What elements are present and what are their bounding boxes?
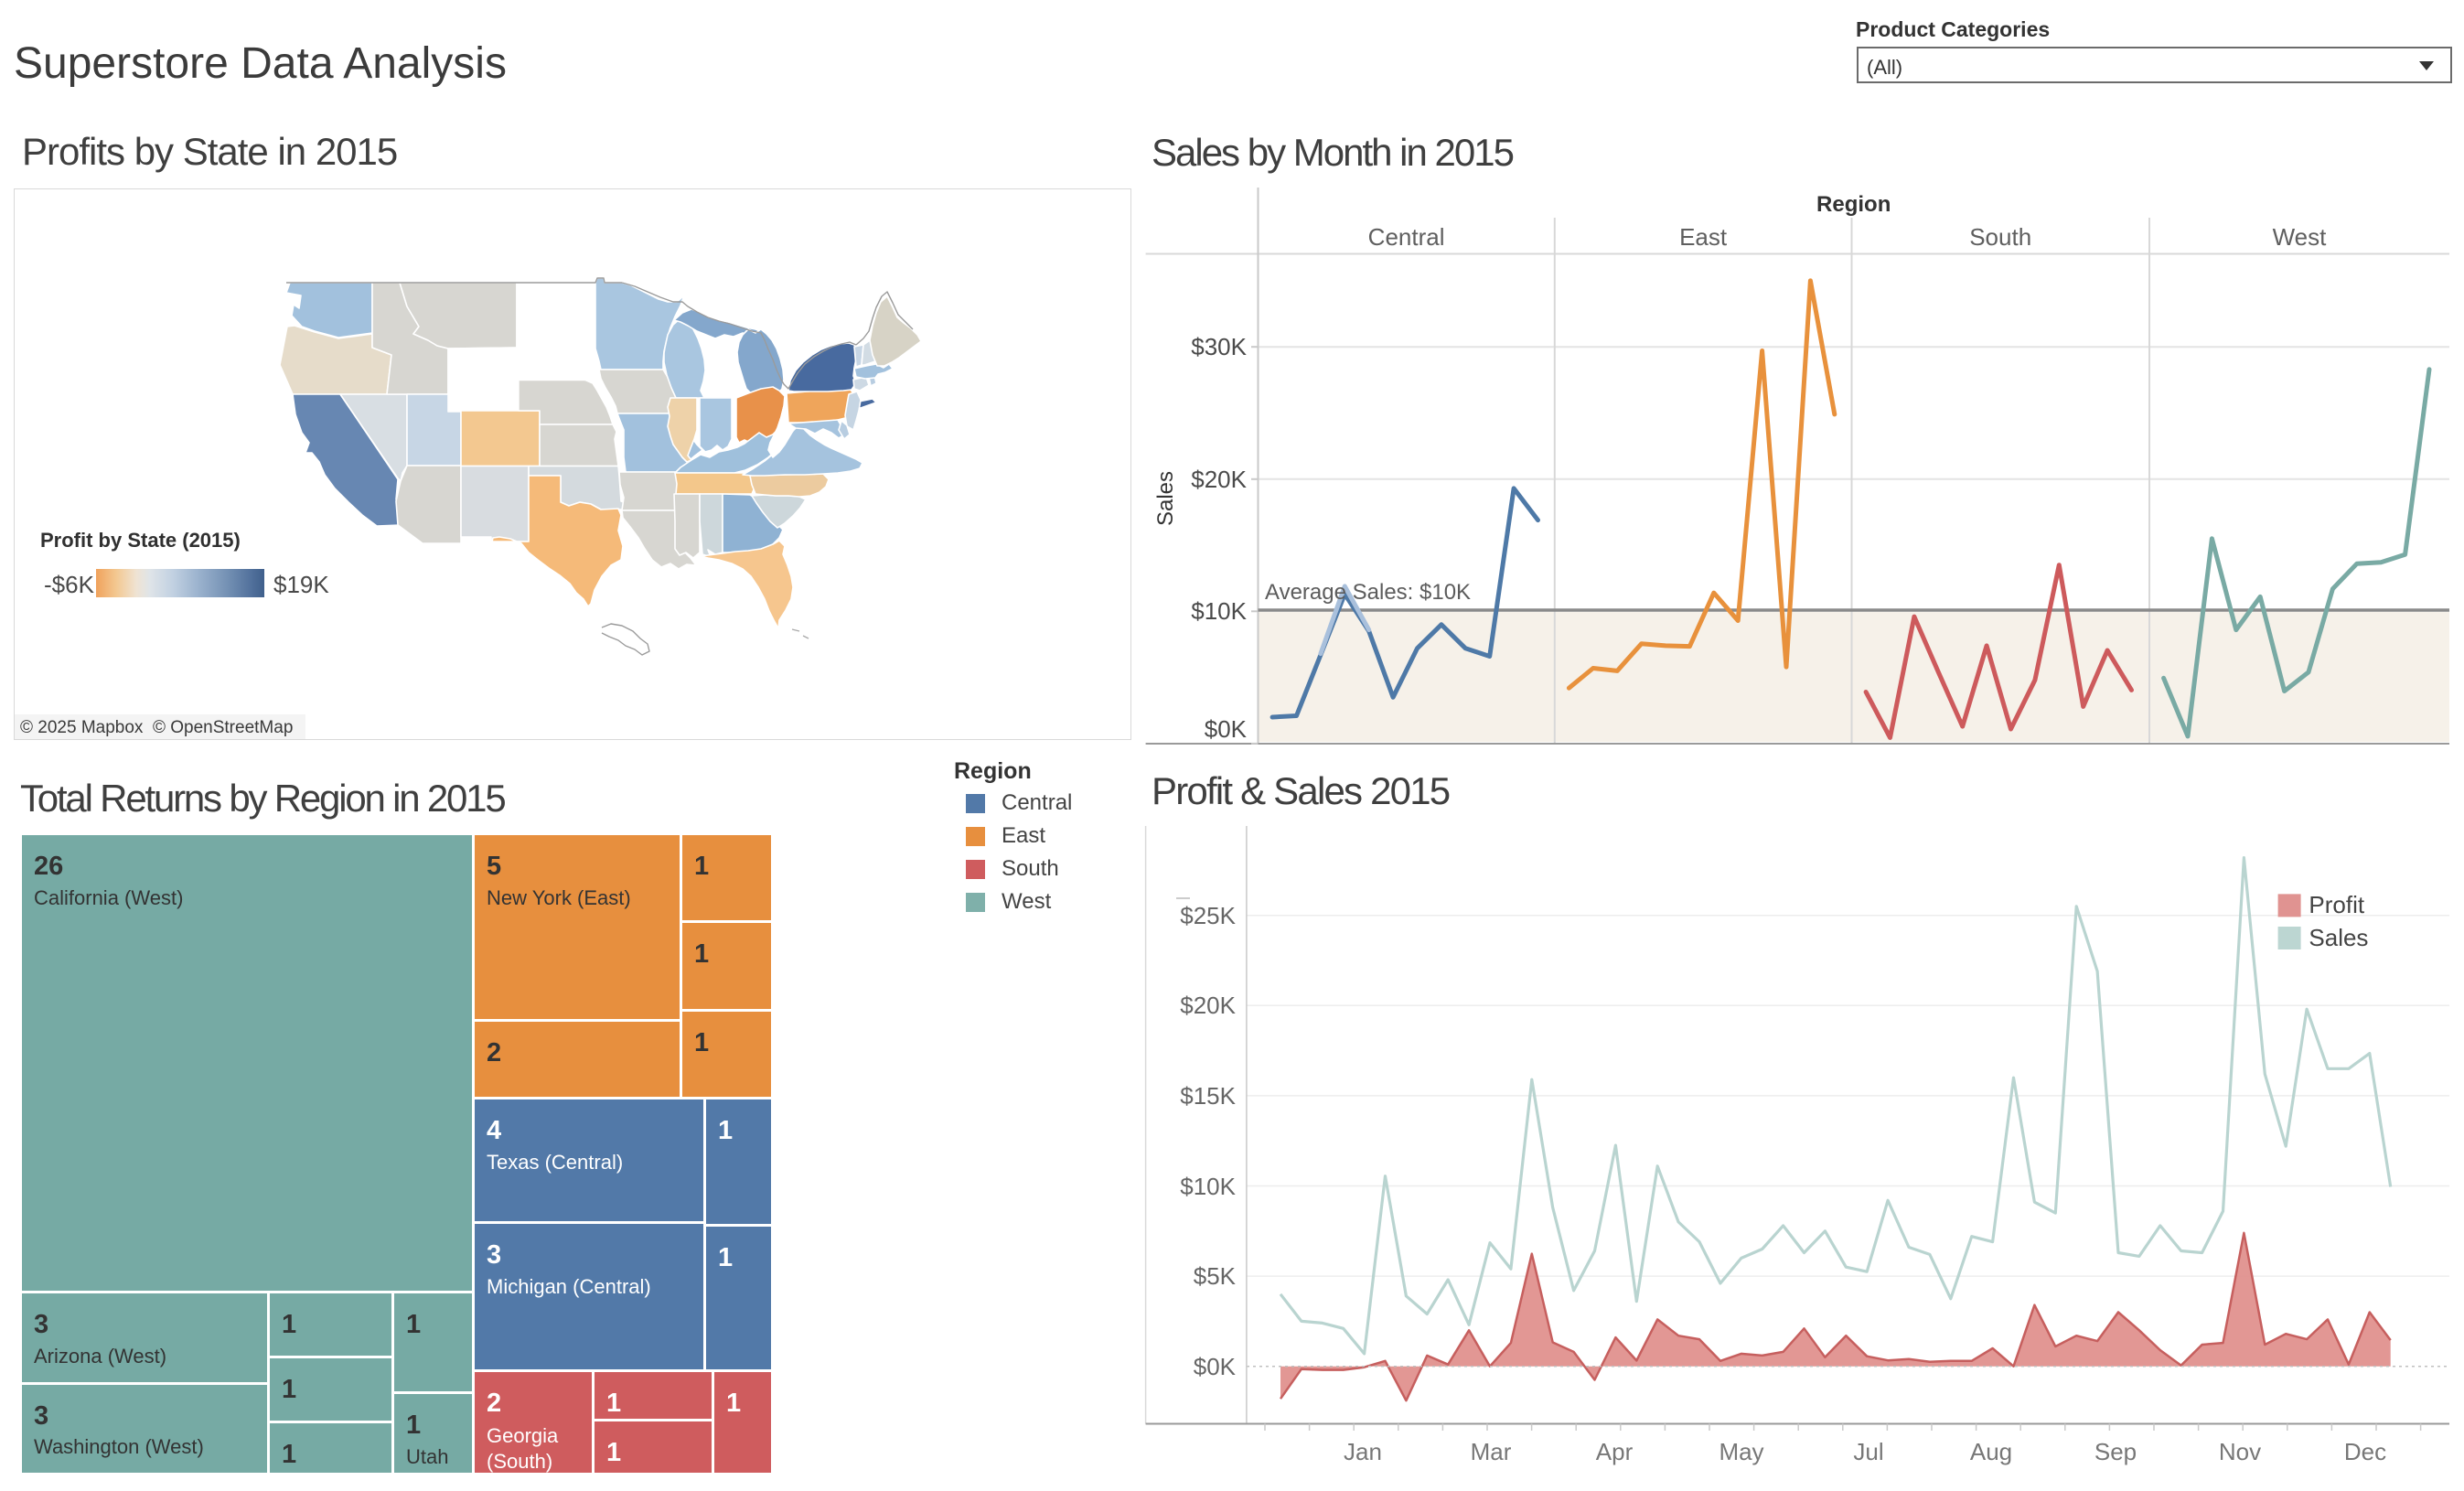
svg-text:Jan: Jan <box>1344 1438 1382 1465</box>
svg-text:Mar: Mar <box>1471 1438 1512 1465</box>
svg-text:Average Sales: $10K: Average Sales: $10K <box>1265 580 1471 605</box>
svg-text:Apr: Apr <box>1596 1438 1634 1465</box>
svg-text:$20K: $20K <box>1191 466 1247 493</box>
svg-text:Jul: Jul <box>1853 1438 1883 1465</box>
svg-text:$10K: $10K <box>1191 597 1247 625</box>
svg-text:South: South <box>1969 223 2031 251</box>
svg-text:$0K: $0K <box>1205 715 1248 743</box>
svg-text:Sales: Sales <box>2309 924 2368 951</box>
svg-text:$10K: $10K <box>1180 1173 1236 1200</box>
svg-text:$20K: $20K <box>1180 992 1236 1019</box>
svg-text:Central: Central <box>1368 223 1445 251</box>
svg-text:Nov: Nov <box>2219 1438 2261 1465</box>
svg-text:$15K: $15K <box>1180 1082 1236 1110</box>
svg-text:$30K: $30K <box>1191 333 1247 360</box>
svg-text:Aug: Aug <box>1970 1438 2012 1465</box>
svg-text:West: West <box>2273 223 2328 251</box>
svg-text:May: May <box>1719 1438 1763 1465</box>
svg-text:Region: Region <box>1816 192 1891 217</box>
svg-text:Sales: Sales <box>1153 471 1178 526</box>
svg-text:$0K: $0K <box>1194 1353 1237 1380</box>
svg-text:Dec: Dec <box>2344 1438 2386 1465</box>
svg-text:$25K: $25K <box>1180 902 1236 929</box>
svg-text:Profit: Profit <box>2309 891 2364 918</box>
svg-text:$5K: $5K <box>1194 1262 1237 1290</box>
svg-text:East: East <box>1679 223 1728 251</box>
svg-text:Sep: Sep <box>2094 1438 2137 1465</box>
